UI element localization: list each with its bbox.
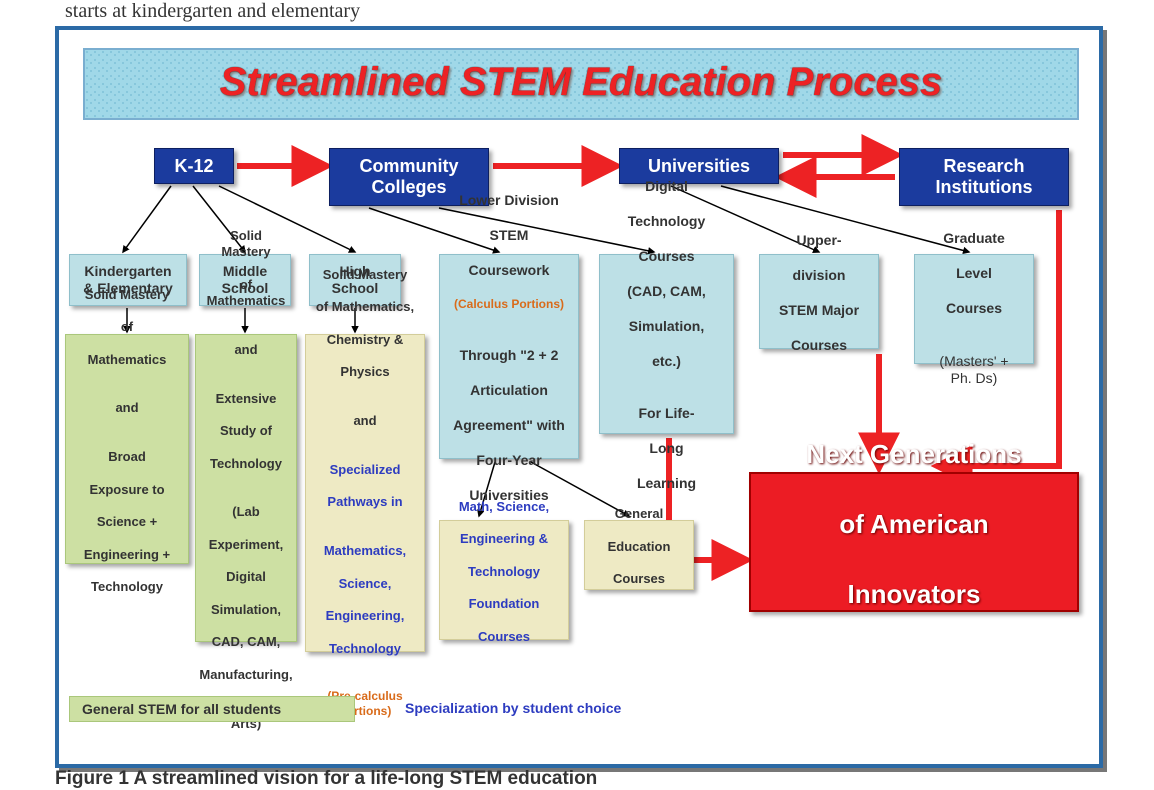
node-upper-division: Upper-divisionSTEM MajorCourses: [759, 254, 879, 349]
body-ms: Solid Masteryof MathematicsandExtensiveS…: [195, 334, 297, 642]
node-k12: K-12: [154, 148, 234, 184]
node-digital-tech: DigitalTechnologyCourses(CAD, CAM,Simula…: [599, 254, 734, 434]
node-graduate: GraduateLevelCourses(Masters' +Ph. Ds): [914, 254, 1034, 364]
cropped-paragraph-fragment: starts at kindergarten and elementary: [65, 0, 360, 23]
footer-general-stem: General STEM for all students: [69, 696, 355, 722]
diagram-title: Streamlined STEM Education Process: [83, 48, 1079, 120]
node-lower-division: Lower DivisionSTEMCoursework(Calculus Po…: [439, 254, 579, 459]
figure-caption: Figure 1 A streamlined vision for a life…: [55, 768, 597, 790]
body-ke: Solid MasteryofMathematicsandBroadExposu…: [65, 334, 189, 564]
node-research-institutions: ResearchInstitutions: [899, 148, 1069, 206]
node-universities: Universities: [619, 148, 779, 184]
body-mset: Math, Science,Engineering &TechnologyFou…: [439, 520, 569, 640]
footer-specialization: Specialization by student choice: [405, 700, 621, 716]
body-hs: Solid Masteryof Mathematics,Chemistry &P…: [305, 334, 425, 652]
node-outcome: Next Generationsof AmericanInnovators: [749, 472, 1079, 612]
diagram-frame: Streamlined STEM Education Process K-12 …: [55, 26, 1103, 768]
body-gec: GeneralEducationCourses: [584, 520, 694, 590]
